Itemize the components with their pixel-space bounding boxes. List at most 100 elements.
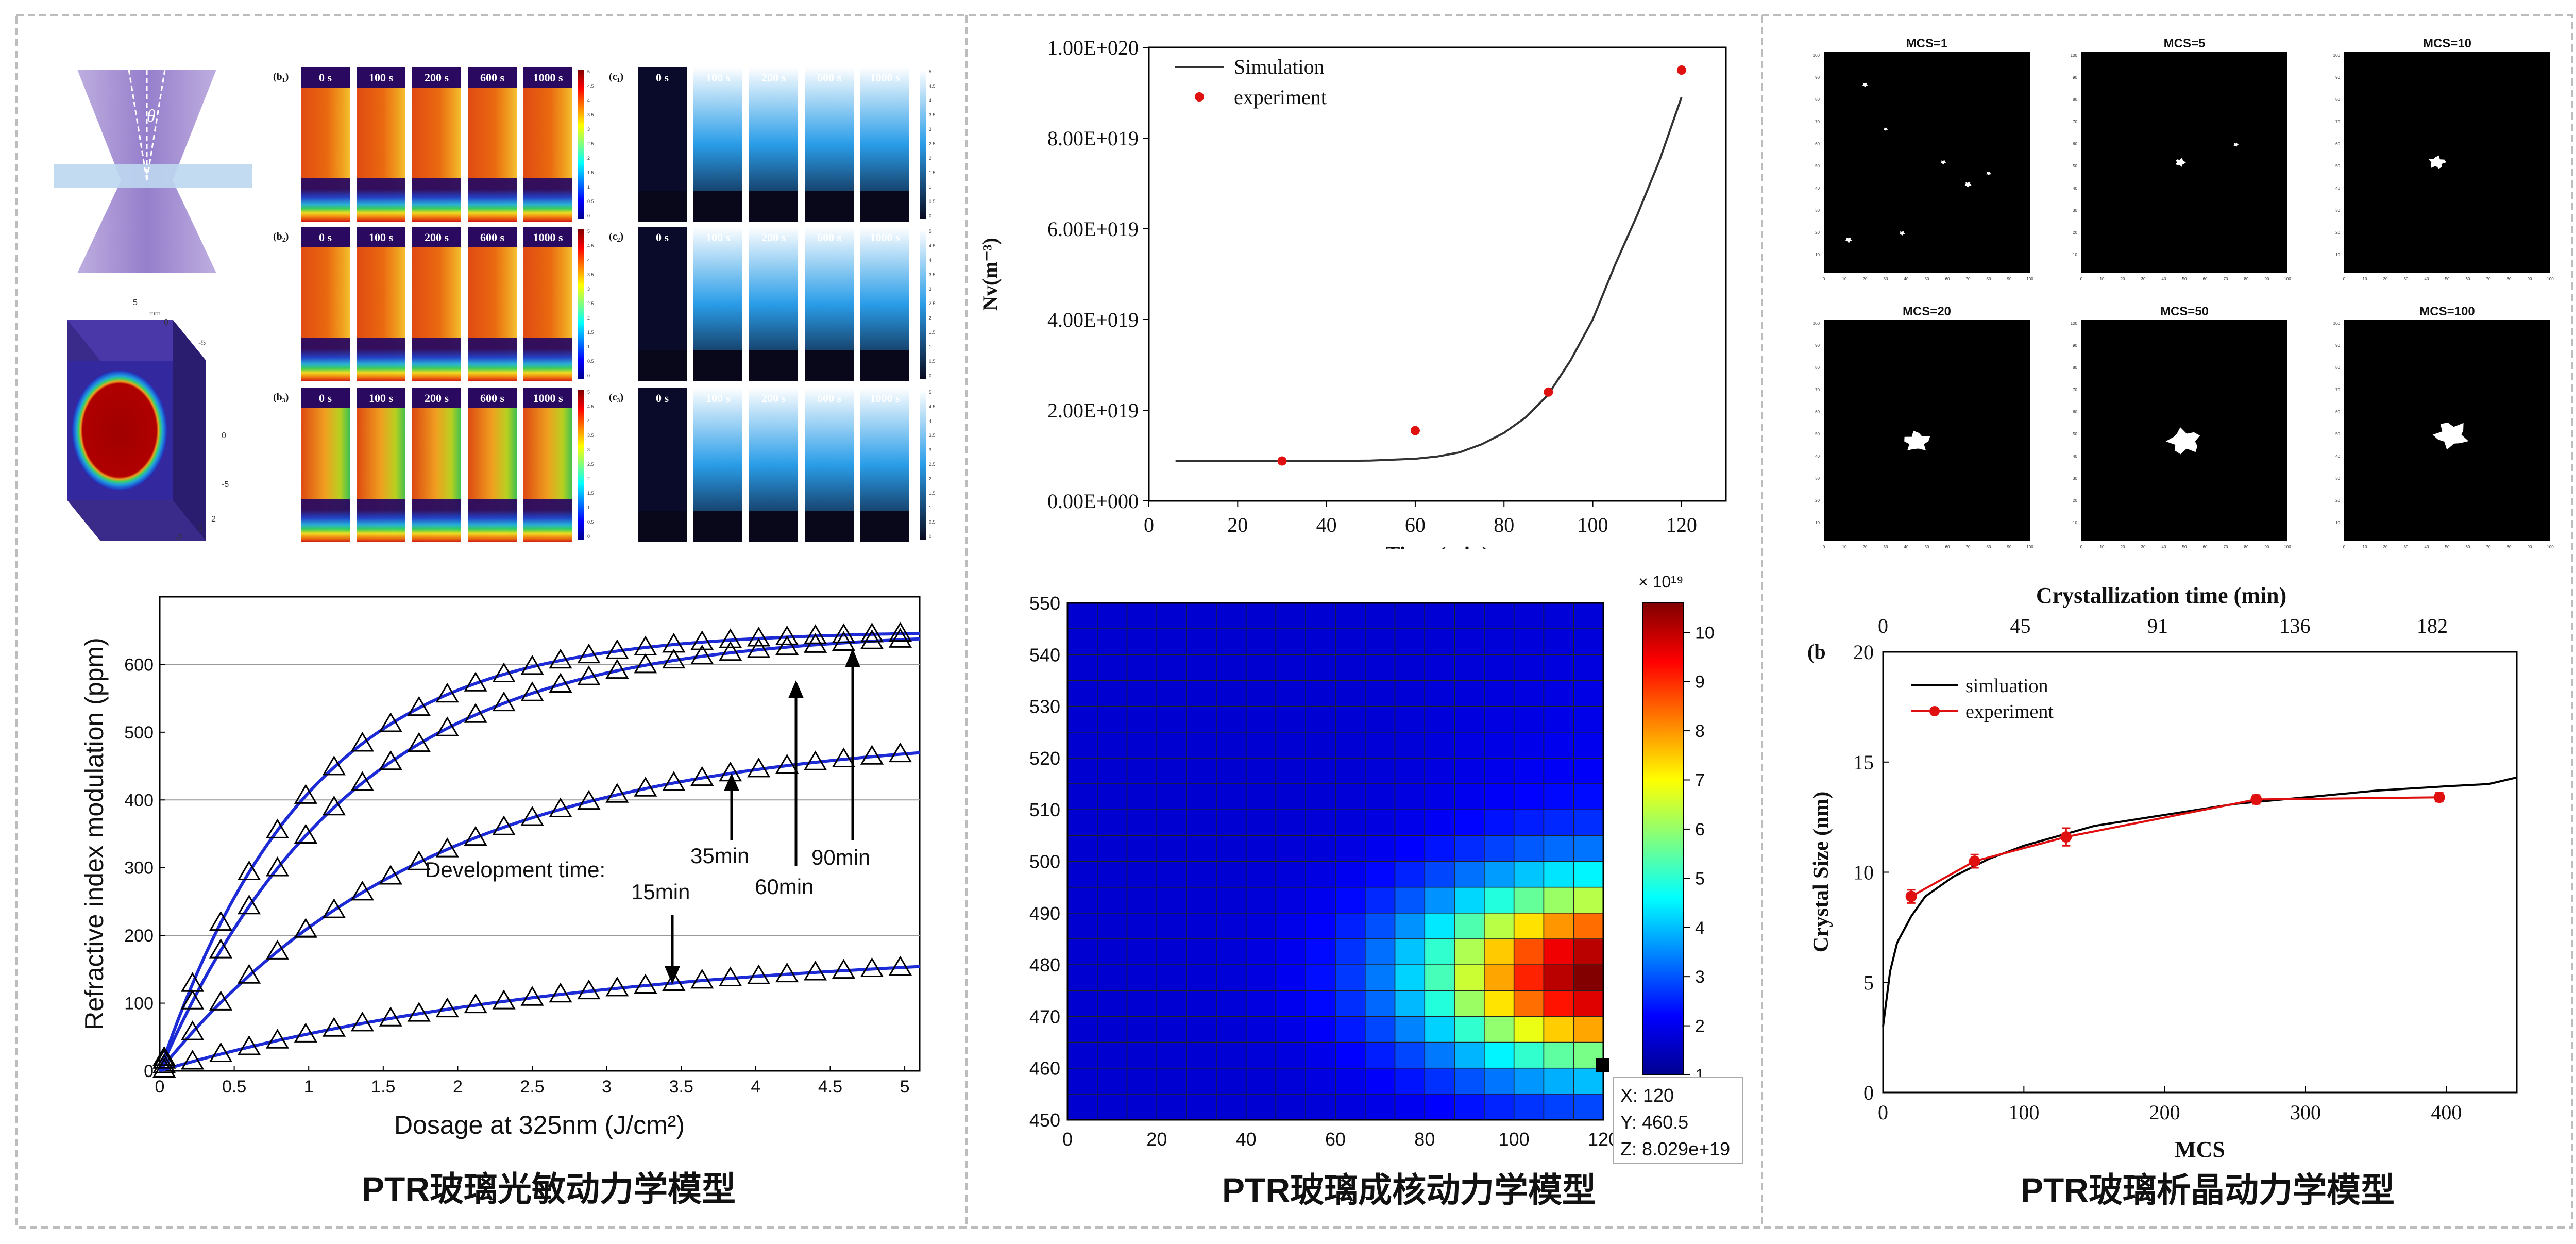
mcs-x-tick: 20	[2383, 277, 2388, 281]
sim-c-edge	[860, 350, 909, 381]
marker-90min	[322, 755, 346, 776]
scale-tick: 4	[587, 258, 590, 263]
heatmap-cell	[1245, 990, 1277, 1017]
time-label: 200 s	[425, 231, 449, 244]
mcs-x-tick: 70	[2486, 277, 2491, 281]
heatmap-cell	[1424, 964, 1455, 991]
heatmap-cell	[1454, 705, 1485, 733]
marker-35min	[265, 939, 290, 960]
scale-tick: 0	[587, 373, 590, 378]
sim-b-edge	[468, 499, 517, 542]
sim-c-colorbar	[920, 229, 926, 379]
mcs-y-tick: 90	[2073, 75, 2077, 80]
experiment-point	[1969, 855, 1980, 867]
y-tick-label: 4.00E+019	[1047, 308, 1139, 331]
nv-experiment-points	[1277, 65, 1686, 466]
scale-tick: 1	[587, 184, 590, 190]
time-label: 0 s	[319, 71, 332, 84]
heatmap-cell	[1156, 732, 1187, 759]
heatmap-cell	[1126, 602, 1158, 629]
heatmap-cell	[1156, 680, 1187, 707]
mcs-x-tick: 60	[1945, 277, 1950, 281]
marker-15min	[407, 1002, 431, 1022]
heatmap-cell	[1573, 1094, 1604, 1120]
heatmap-cell	[1245, 809, 1277, 836]
time-label: 200 s	[761, 392, 786, 405]
x-tick-label: 20	[1227, 513, 1248, 536]
development-time-annotations: Development time: 15min 35min 60min 90mi…	[425, 648, 870, 984]
mcs-y-tick: 70	[2073, 388, 2077, 392]
datatip-x: X: 120	[1620, 1085, 1674, 1106]
crystal-ylabel: Crystal Size (nm)	[1809, 792, 1833, 953]
scale-tick: 2.5	[587, 141, 594, 146]
heatmap-cell	[1245, 913, 1277, 939]
heatmap-cell	[1275, 1016, 1306, 1043]
mcs-y-tick: 100	[1813, 321, 1820, 326]
mcs-x-tick: 80	[2244, 277, 2249, 281]
heatmap-cell	[1126, 705, 1158, 733]
datatip-y: Y: 460.5	[1620, 1112, 1688, 1133]
sim-b-header	[468, 388, 517, 408]
y-tick-label: 600	[124, 655, 154, 675]
mcs-y-tick: 50	[2335, 164, 2340, 169]
mcs-x-tick: 90	[2528, 545, 2532, 549]
scale-tick: 5	[587, 69, 590, 74]
x-tick-label: 0	[155, 1077, 165, 1097]
experiment-point	[1676, 65, 1686, 75]
scale-tick: 1	[929, 505, 931, 510]
y-tick-label: 0.00E+000	[1047, 490, 1139, 513]
heatmap-cell	[1067, 732, 1098, 759]
heatmap-cell	[1573, 990, 1604, 1017]
mcs-x-tick: 30	[2404, 545, 2409, 549]
heatmap-cell	[1156, 861, 1187, 888]
heatmap-cell	[1126, 654, 1158, 681]
sim-c-edge	[693, 191, 742, 222]
heatmap-cell	[1513, 758, 1545, 784]
heatmap-cell	[1573, 809, 1604, 836]
mcs-x-tick: 100	[2547, 277, 2554, 281]
heatmap-cell	[1126, 783, 1158, 810]
heatmap-cell	[1126, 861, 1158, 888]
marker-35min	[407, 850, 431, 870]
crystal-blob	[1986, 172, 1991, 176]
mcs-image	[2344, 52, 2550, 273]
colorbar-tick-label: 2	[1695, 1017, 1705, 1036]
heatmap-cell	[1097, 732, 1128, 759]
mcs-y-tick: 80	[2073, 365, 2077, 370]
y-tick-label: 460	[1029, 1058, 1060, 1079]
marker-60min	[152, 1049, 176, 1069]
mcs-x-tick: 10	[2363, 545, 2367, 549]
heatmap-cell	[1067, 861, 1098, 888]
sim-b-colorbar	[578, 229, 584, 379]
time-label: 0 s	[656, 71, 669, 84]
mcs-y-tick: 90	[1815, 343, 1820, 348]
heatmap-cell	[1365, 705, 1396, 733]
heatmap-cell	[1573, 732, 1604, 759]
heatmap-cell	[1186, 913, 1217, 939]
crystal-blob	[2432, 422, 2469, 450]
time-label: 600 s	[480, 71, 505, 84]
time-label: 1000 s	[870, 231, 900, 244]
heatmap-cell	[1126, 680, 1158, 707]
marker-60min	[605, 659, 629, 679]
marker-60min	[294, 823, 318, 844]
heatmap-cell	[1156, 964, 1187, 991]
heatmap-cell	[1067, 1041, 1098, 1069]
heatmap-cell	[1573, 1016, 1604, 1043]
heatmap-cell	[1126, 1067, 1158, 1095]
heatmap-cell	[1156, 913, 1187, 939]
mcs-x-tick: 50	[1925, 277, 1929, 281]
time-label: 200 s	[425, 392, 449, 405]
scale-tick: 1.5	[929, 330, 936, 335]
top-tick-label: 0	[1878, 614, 1888, 637]
time-label: 1000 s	[533, 392, 563, 405]
marker-60min	[888, 628, 912, 648]
scale-tick: 2	[929, 156, 931, 161]
heatmap-cell	[1126, 938, 1158, 965]
scale-tick: 3	[587, 447, 590, 452]
heatmap-cell	[1305, 938, 1336, 965]
marker-15min	[435, 997, 459, 1018]
marker-15min	[181, 1050, 205, 1070]
marker-35min	[464, 826, 487, 846]
heatmap-cell	[1573, 861, 1604, 888]
